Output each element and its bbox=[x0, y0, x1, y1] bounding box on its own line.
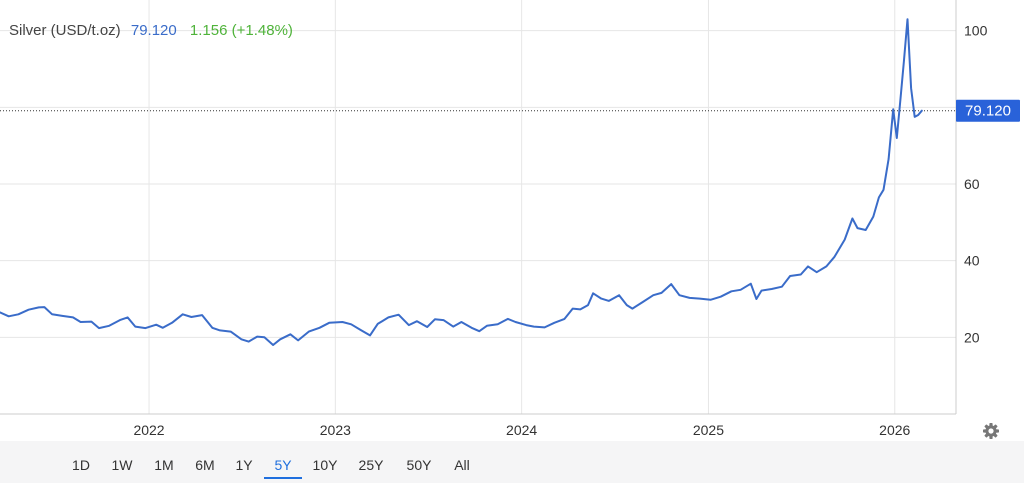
y-tick-label: 100 bbox=[964, 23, 988, 39]
x-tick-label: 2026 bbox=[879, 422, 910, 438]
range-button-50y[interactable]: 50Y bbox=[407, 457, 433, 473]
range-button-1y[interactable]: 1Y bbox=[235, 457, 253, 473]
range-button-all[interactable]: All bbox=[454, 457, 470, 473]
header-change: 1.156 (+1.48%) bbox=[190, 22, 293, 39]
y-tick-label: 40 bbox=[964, 253, 980, 269]
y-tick-label: 20 bbox=[964, 329, 980, 345]
current-price-tag: 79.120 bbox=[956, 99, 1020, 122]
price-tag-value: 79.120 bbox=[965, 103, 1011, 120]
range-button-5y[interactable]: 5Y bbox=[274, 457, 292, 473]
y-axis-labels: 20 40 60 100 bbox=[964, 23, 988, 346]
y-tick-label: 60 bbox=[964, 176, 980, 192]
range-buttons: 1D 1W 1M 6M 1Y 5Y 10Y 25Y 50Y All bbox=[72, 457, 470, 479]
instrument-name: Silver (USD/t.oz) bbox=[9, 22, 121, 39]
range-button-1w[interactable]: 1W bbox=[112, 457, 134, 473]
range-button-10y[interactable]: 10Y bbox=[313, 457, 339, 473]
x-tick-label: 2023 bbox=[320, 422, 351, 438]
x-tick-label: 2024 bbox=[506, 422, 537, 438]
range-button-1m[interactable]: 1M bbox=[154, 457, 173, 473]
chart-header: Silver (USD/t.oz) 79.120 1.156 (+1.48%) bbox=[9, 22, 293, 39]
series-line[interactable] bbox=[0, 18, 923, 346]
active-range-underline bbox=[264, 477, 302, 479]
x-tick-label: 2025 bbox=[693, 422, 724, 438]
range-button-1d[interactable]: 1D bbox=[72, 457, 90, 473]
range-button-25y[interactable]: 25Y bbox=[359, 457, 385, 473]
x-tick-label: 2022 bbox=[133, 422, 164, 438]
header-price: 79.120 bbox=[131, 22, 177, 39]
chart-grid bbox=[0, 0, 956, 414]
range-button-6m[interactable]: 6M bbox=[195, 457, 214, 473]
x-axis-labels: 2022 2023 2024 2025 2026 bbox=[133, 422, 910, 438]
gear-icon[interactable] bbox=[983, 423, 999, 439]
range-selector-bar bbox=[0, 441, 1024, 483]
axis-lines bbox=[0, 0, 957, 415]
